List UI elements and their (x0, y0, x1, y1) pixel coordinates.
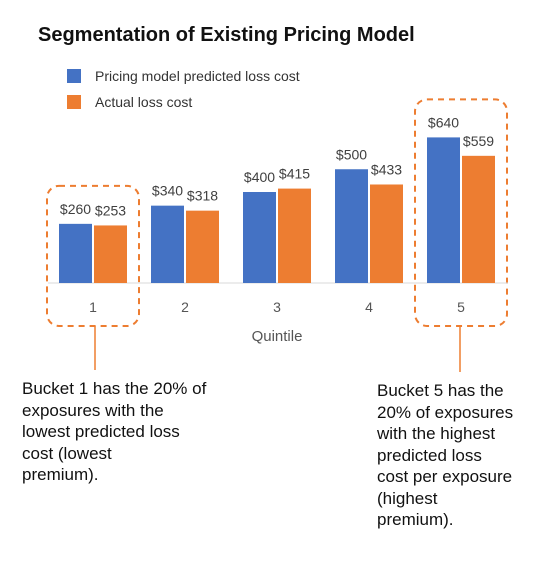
data-label-predicted-4: $500 (336, 146, 367, 162)
bar-predicted-3 (243, 192, 276, 283)
x-tick-label-5: 5 (457, 299, 465, 315)
bar-predicted-2 (151, 205, 184, 283)
bucket5-annotation-line: (highest (377, 488, 438, 508)
legend-label-predicted: Pricing model predicted loss cost (95, 68, 300, 84)
bucket1-annotation: Bucket 1 has the 20% of exposures with t… (22, 378, 206, 486)
bucket5-annotation-line: 20% of exposures (377, 402, 514, 422)
bucket1-annotation-line: Bucket 1 has the 20% of (22, 379, 207, 398)
highlight-box-1 (46, 184, 140, 327)
legend-item-actual: Actual loss cost (67, 94, 192, 110)
legend-label-actual: Actual loss cost (95, 94, 193, 110)
bar-actual-1 (94, 225, 127, 283)
data-label-predicted-3: $400 (244, 169, 275, 185)
data-label-predicted-5: $640 (428, 114, 459, 130)
bar-predicted-4 (335, 169, 368, 283)
legend-swatch-actual (67, 95, 81, 109)
bar-predicted-5 (427, 137, 460, 283)
bucket1-annotation-line: cost (lowest (22, 443, 112, 463)
x-axis-title: Quintile (252, 328, 303, 345)
bucket5-annotation-line: predicted loss (377, 445, 482, 465)
bucket1-annotation-line: premium). (22, 465, 99, 484)
bucket1-annotation-line: exposures with the (22, 400, 164, 420)
x-tick-label-4: 4 (365, 299, 373, 315)
bar-actual-3 (278, 188, 311, 283)
highlight-box-5 (414, 98, 508, 328)
bucket5-annotation-line: with the highest (377, 424, 496, 443)
chart-title: Segmentation of Existing Pricing Model (38, 24, 415, 46)
bucket1-annotation-line: lowest predicted loss (22, 422, 180, 441)
bar-predicted-1 (59, 223, 92, 283)
data-label-actual-2: $318 (187, 188, 218, 204)
bar-actual-2 (186, 210, 219, 283)
legend-swatch-predicted (67, 69, 81, 83)
bucket5-annotation: Bucket 5 has the 20% of exposures with t… (377, 380, 513, 531)
data-label-actual-3: $415 (279, 166, 310, 182)
data-label-predicted-1: $260 (60, 201, 91, 217)
x-tick-label-3: 3 (273, 299, 281, 315)
data-label-actual-5: $559 (463, 133, 494, 149)
x-tick-label-2: 2 (181, 299, 189, 315)
bucket5-annotation-line: Bucket 5 has the (377, 381, 504, 400)
data-label-actual-1: $253 (95, 202, 126, 218)
legend-item-predicted: Pricing model predicted loss cost (67, 68, 300, 84)
data-label-predicted-2: $340 (152, 183, 183, 199)
bar-actual-5 (462, 155, 495, 283)
bucket5-annotation-line: cost per exposure (377, 467, 513, 486)
data-label-actual-4: $433 (371, 161, 402, 177)
bar-actual-4 (370, 184, 403, 283)
bucket5-annotation-line: premium). (377, 510, 454, 529)
x-tick-label-1: 1 (89, 299, 97, 315)
